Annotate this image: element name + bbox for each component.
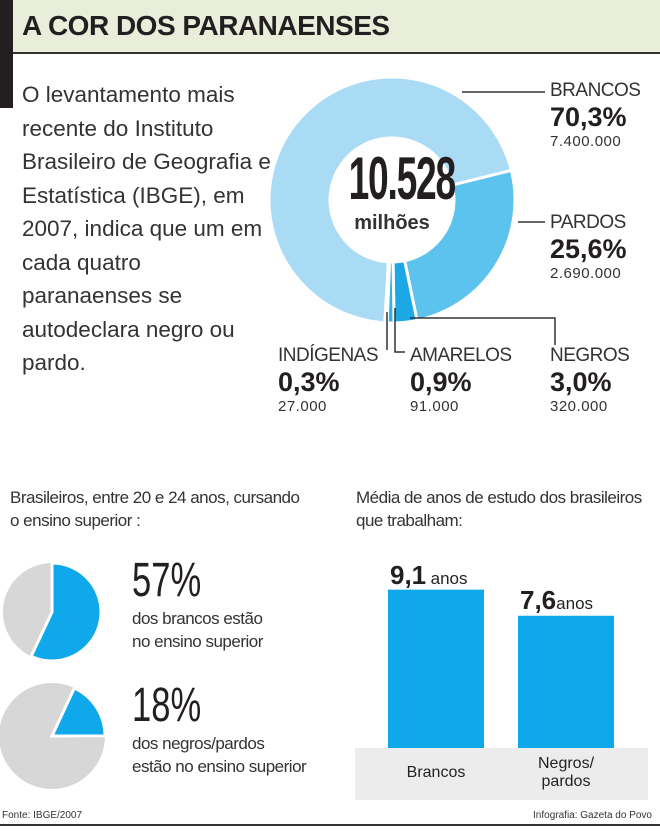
donut-center-unit: milhões <box>354 212 430 234</box>
credit-note: Infografia: Gazeta do Povo <box>533 810 652 821</box>
source-note: Fonte: IBGE/2007 <box>2 810 83 821</box>
pies-title: Brasileiros, entre 20 e 24 anos, cursand… <box>10 488 300 530</box>
label-amarelos: AMARELOS 0,9% 91.000 <box>410 345 512 415</box>
bar-category-negros-pardos: Negros/ pardos <box>537 755 595 790</box>
bar-1 <box>518 615 614 748</box>
pie2-slice <box>49 685 107 738</box>
pie2-text: 18% dos negros/pardos estão no ensino su… <box>132 679 307 777</box>
bar-category-band <box>355 748 648 800</box>
pie1-slice <box>29 561 103 663</box>
bar-0 <box>388 589 484 748</box>
label-brancos: BRANCOS 70,3% 7.400.000 <box>550 80 641 150</box>
donut-center-value: 10.528 <box>348 145 457 212</box>
label-negros: NEGROS 3,0% 320.000 <box>550 345 630 415</box>
intro-text: O levantamento mais recente do Instituto… <box>22 82 271 375</box>
leader-negros <box>410 317 556 345</box>
leader-lines <box>386 91 556 353</box>
leader-amarelos <box>394 308 405 353</box>
bar-category-brancos: Brancos <box>406 764 466 781</box>
page-title: A COR DOS PARANAENSES <box>22 10 390 41</box>
bar-label-brancos: 9,1 anos <box>390 560 468 590</box>
pie1-text: 57% dos brancos estão no ensino superior <box>132 554 263 652</box>
label-indigenas: INDÍGENAS 0,3% 27.000 <box>278 345 379 415</box>
donut-slice-brancos <box>267 75 514 325</box>
accent-bar <box>0 0 13 108</box>
header-bar <box>0 0 660 54</box>
bars-title: Média de anos de estudo dos brasileiros … <box>356 488 642 530</box>
label-pardos: PARDOS 25,6% 2.690.000 <box>550 212 627 282</box>
bar-label-negros-pardos: 7,6anos <box>520 585 594 615</box>
